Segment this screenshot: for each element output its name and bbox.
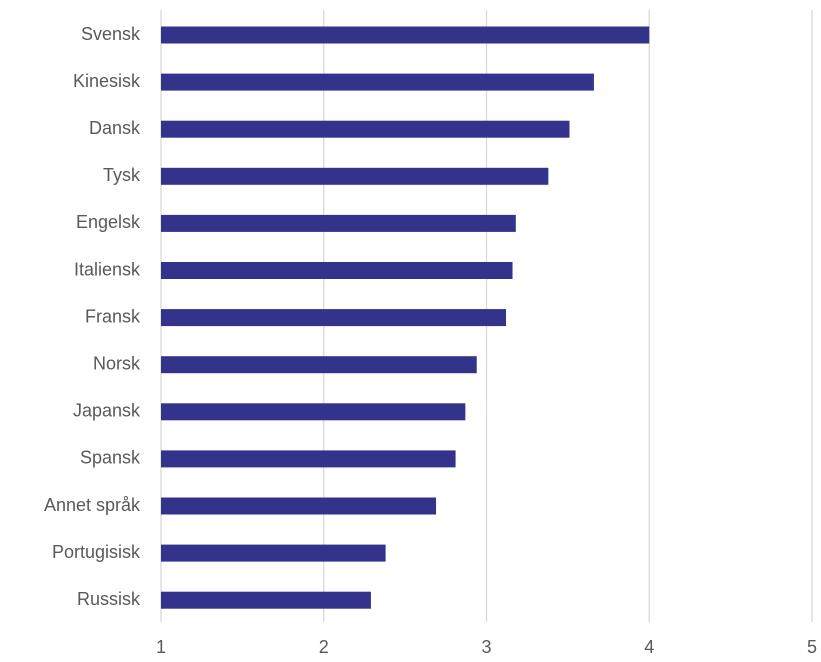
bar (161, 214, 516, 232)
bar (161, 26, 650, 44)
category-label: Tysk (103, 165, 141, 185)
bar (161, 120, 570, 138)
category-labels: Svensk Kinesisk Dansk Tysk Engelsk Italiensk F… (44, 24, 141, 609)
category-label: Japansk (73, 401, 141, 421)
x-tick-label: 4 (644, 637, 654, 657)
bar (161, 403, 466, 421)
category-label: Norsk (93, 353, 141, 373)
category-label: Spansk (80, 448, 141, 468)
x-tick-label: 2 (319, 637, 329, 657)
category-label: Russisk (77, 589, 141, 609)
category-label: Kinesisk (73, 71, 141, 91)
x-axis-tick-labels: 1 2 3 4 5 (156, 637, 817, 657)
bar (161, 544, 386, 562)
category-label: Svensk (81, 24, 141, 44)
bars (161, 26, 650, 609)
category-label: Fransk (85, 306, 141, 326)
x-tick-label: 3 (481, 637, 491, 657)
bar (161, 73, 594, 91)
bar (161, 309, 507, 327)
category-label: Annet språk (44, 495, 141, 515)
category-label: Engelsk (76, 212, 141, 232)
category-label: Portugisisk (52, 542, 141, 562)
category-label: Italiensk (74, 259, 141, 279)
bar (161, 356, 477, 374)
x-tick-label: 1 (156, 637, 166, 657)
bar (161, 262, 513, 279)
bar (161, 591, 371, 609)
x-tick-label: 5 (807, 637, 817, 657)
category-label: Dansk (89, 118, 141, 138)
bar (161, 450, 456, 468)
bar (161, 497, 437, 515)
bar (161, 167, 549, 185)
